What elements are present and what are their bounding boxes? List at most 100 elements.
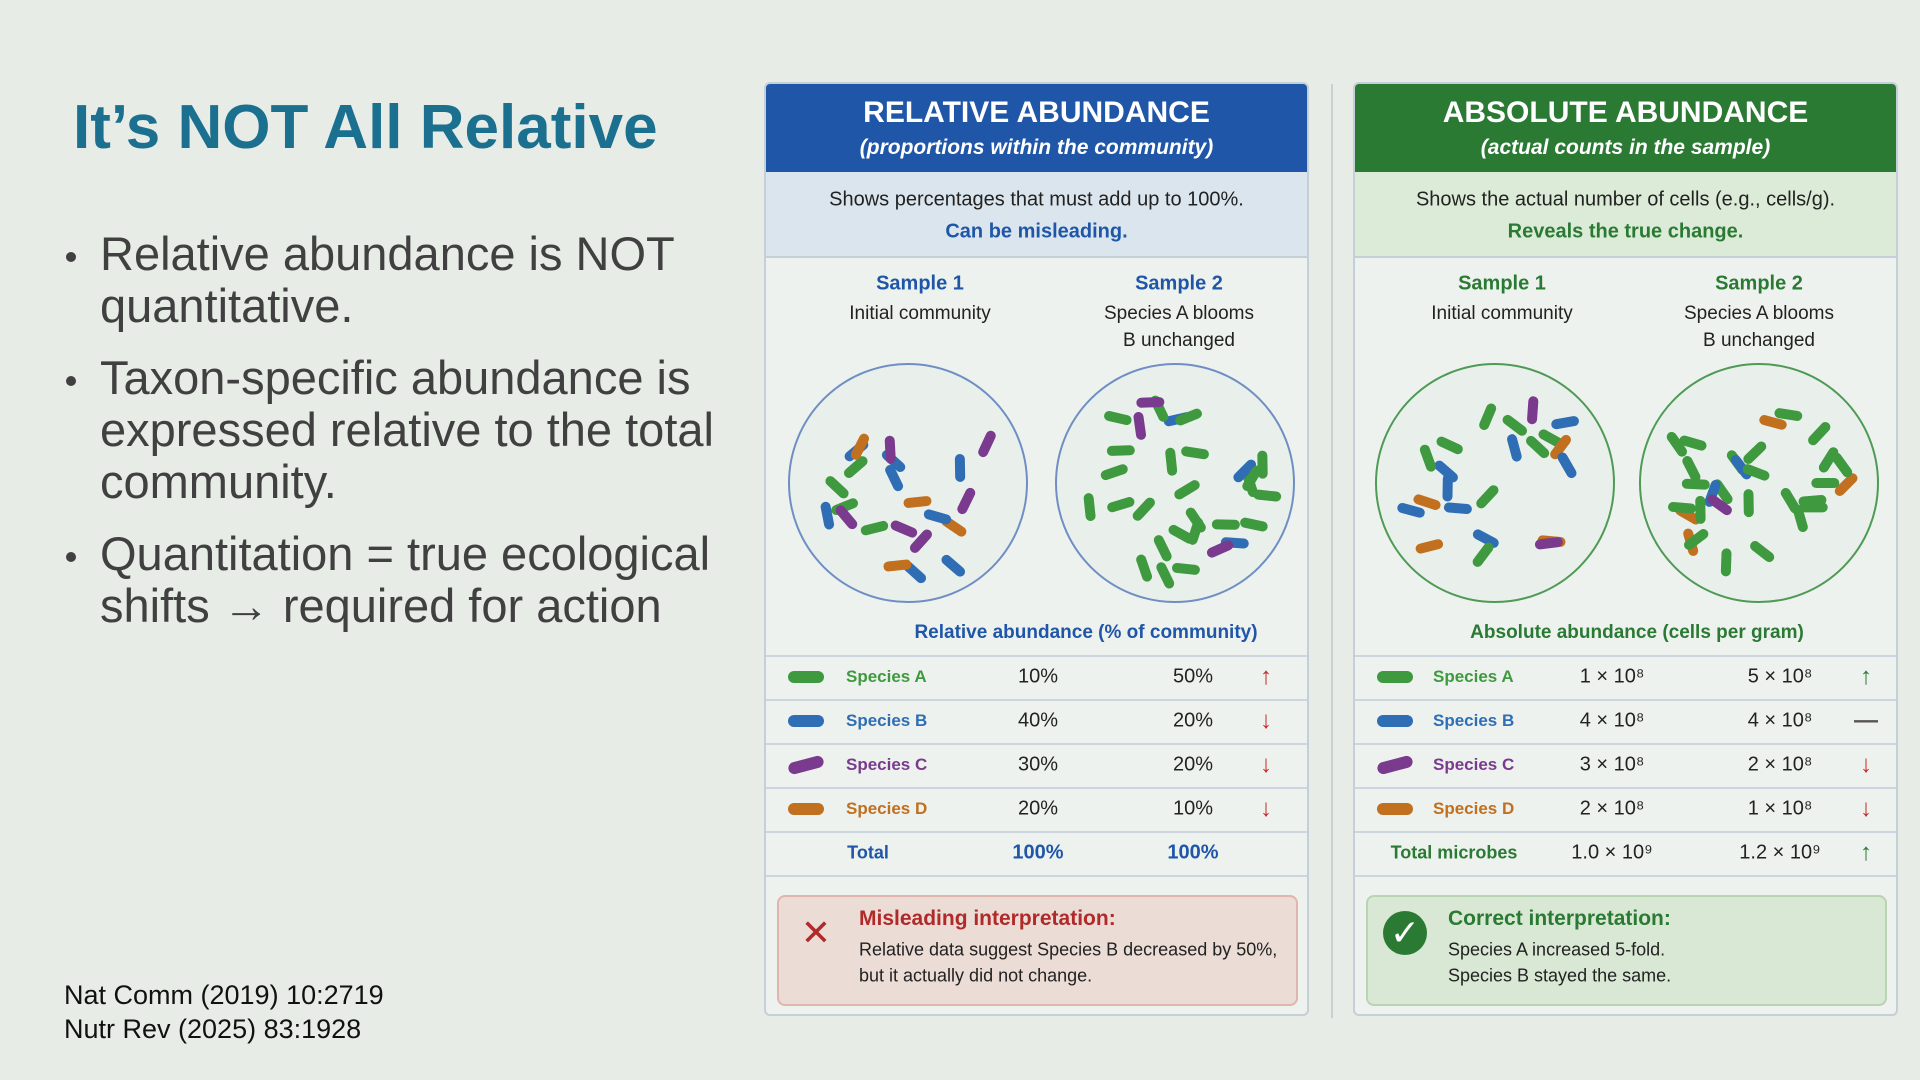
slide-title: It’s NOT All Relative (73, 93, 658, 162)
trend: ↓ (1260, 795, 1272, 822)
microbe (1443, 502, 1472, 515)
community-illustration (1375, 363, 1615, 603)
microbe (1233, 459, 1257, 483)
species-icon (788, 715, 824, 727)
microbe (1743, 441, 1767, 465)
microbe (1759, 415, 1787, 430)
microbe (1550, 434, 1571, 460)
species-icon (788, 803, 824, 815)
microbe (1153, 535, 1172, 562)
microbe (954, 453, 966, 482)
community-illustration (788, 363, 1028, 603)
table-value: 50% (1172, 665, 1214, 688)
microbe (1774, 408, 1803, 421)
species-icon (1376, 754, 1414, 776)
microbe (1472, 542, 1494, 567)
row-divider (1355, 699, 1896, 701)
species-name: Species D (846, 799, 928, 818)
microbe (1415, 539, 1444, 554)
table-value: 40% (1017, 709, 1059, 732)
microbe (883, 559, 912, 572)
table-value: 20% (1172, 753, 1214, 776)
microbe (1707, 494, 1732, 516)
microbe (1668, 501, 1696, 514)
microbe (1476, 485, 1499, 509)
row-divider (1355, 787, 1896, 789)
microbe (1132, 497, 1155, 521)
microbe (885, 464, 904, 492)
table-value: 4 × 10⁸ (1747, 709, 1813, 732)
description: Shows percentages that must add up to 10… (829, 188, 1244, 211)
microbe (1811, 478, 1840, 489)
microbe (1133, 411, 1147, 440)
microbe (1666, 431, 1688, 457)
panel-header: RELATIVE ABUNDANCE (proportions within th… (766, 84, 1307, 172)
table-value: 20% (1172, 709, 1214, 732)
bullet: Quantitation = true ecological shifts → … (64, 528, 744, 632)
row-divider (1355, 655, 1896, 657)
row-divider (766, 655, 1307, 657)
panel-subheading: (actual counts in the sample) (1480, 136, 1771, 159)
species-icon (1377, 803, 1413, 815)
total-value: 100% (1012, 841, 1064, 864)
panel: RELATIVE ABUNDANCE (proportions within th… (764, 82, 1309, 1016)
callout-text: Species A increased 5-fold. (1448, 939, 1666, 960)
callout-text: Relative data suggest Species B decrease… (859, 939, 1278, 960)
microbe (1808, 422, 1831, 446)
trend: ↑ (1260, 663, 1272, 690)
table-value: 1 × 10⁸ (1579, 665, 1645, 688)
total-label: Total (847, 842, 889, 863)
species-name: Species C (846, 755, 928, 774)
total-value: 100% (1167, 841, 1219, 864)
microbe (1397, 503, 1425, 518)
microbe (860, 520, 889, 536)
table-value: 20% (1017, 797, 1059, 820)
table-value: 30% (1017, 753, 1059, 776)
callout-text: Species B stayed the same. (1448, 965, 1672, 986)
sample-caption: B unchanged (1123, 330, 1235, 351)
microbe (1792, 504, 1808, 533)
sample-name: Sample 1 (1458, 272, 1546, 295)
panel-header: ABSOLUTE ABUNDANCE (actual counts in the … (1355, 84, 1896, 172)
table-value: 4 × 10⁸ (1579, 709, 1645, 732)
trend: ↓ (1260, 751, 1272, 778)
microbe (941, 554, 966, 577)
row-divider (766, 743, 1307, 745)
microbe (1695, 495, 1706, 524)
reference: Nutr Rev (2025) 83:1928 (64, 1014, 362, 1044)
microbe (1831, 452, 1853, 478)
description-emphasis: Can be misleading. (945, 220, 1128, 243)
trend: ↑ (1860, 839, 1872, 866)
row-divider (766, 699, 1307, 701)
sample-name: Sample 2 (1715, 272, 1803, 295)
microbe (1743, 489, 1754, 518)
species-name: Species D (1433, 799, 1515, 818)
microbe (1799, 502, 1828, 513)
microbe (1534, 537, 1563, 550)
divider (1331, 84, 1333, 1018)
microbe (1100, 464, 1128, 481)
description: Shows the actual number of cells (e.g., … (1415, 188, 1836, 211)
bullet: Relative abundance is NOT quantitative. (64, 228, 744, 332)
microbe (1479, 403, 1497, 431)
table-value: 2 × 10⁸ (1579, 797, 1645, 820)
callout-icon: ✕ (800, 912, 832, 953)
callout-title: Correct interpretation: (1448, 907, 1671, 930)
species-icon (787, 754, 825, 776)
trend: ↓ (1860, 795, 1872, 822)
microbe (1136, 554, 1153, 582)
total-label: Total microbes (1390, 842, 1518, 863)
microbe (825, 476, 849, 499)
sample-caption: Initial community (1431, 303, 1573, 324)
row-divider (766, 787, 1307, 789)
panel-subheading: (proportions within the community) (859, 136, 1214, 159)
microbe (1507, 434, 1522, 462)
sample-caption: Species A blooms (1104, 303, 1254, 324)
microbe (1413, 494, 1441, 510)
callout-text: but it actually did not change. (859, 965, 1093, 986)
microbe (1253, 489, 1282, 502)
species-icon (1377, 671, 1413, 683)
callout-box (777, 895, 1298, 1006)
microbe (1472, 529, 1499, 548)
circle (1375, 363, 1615, 603)
